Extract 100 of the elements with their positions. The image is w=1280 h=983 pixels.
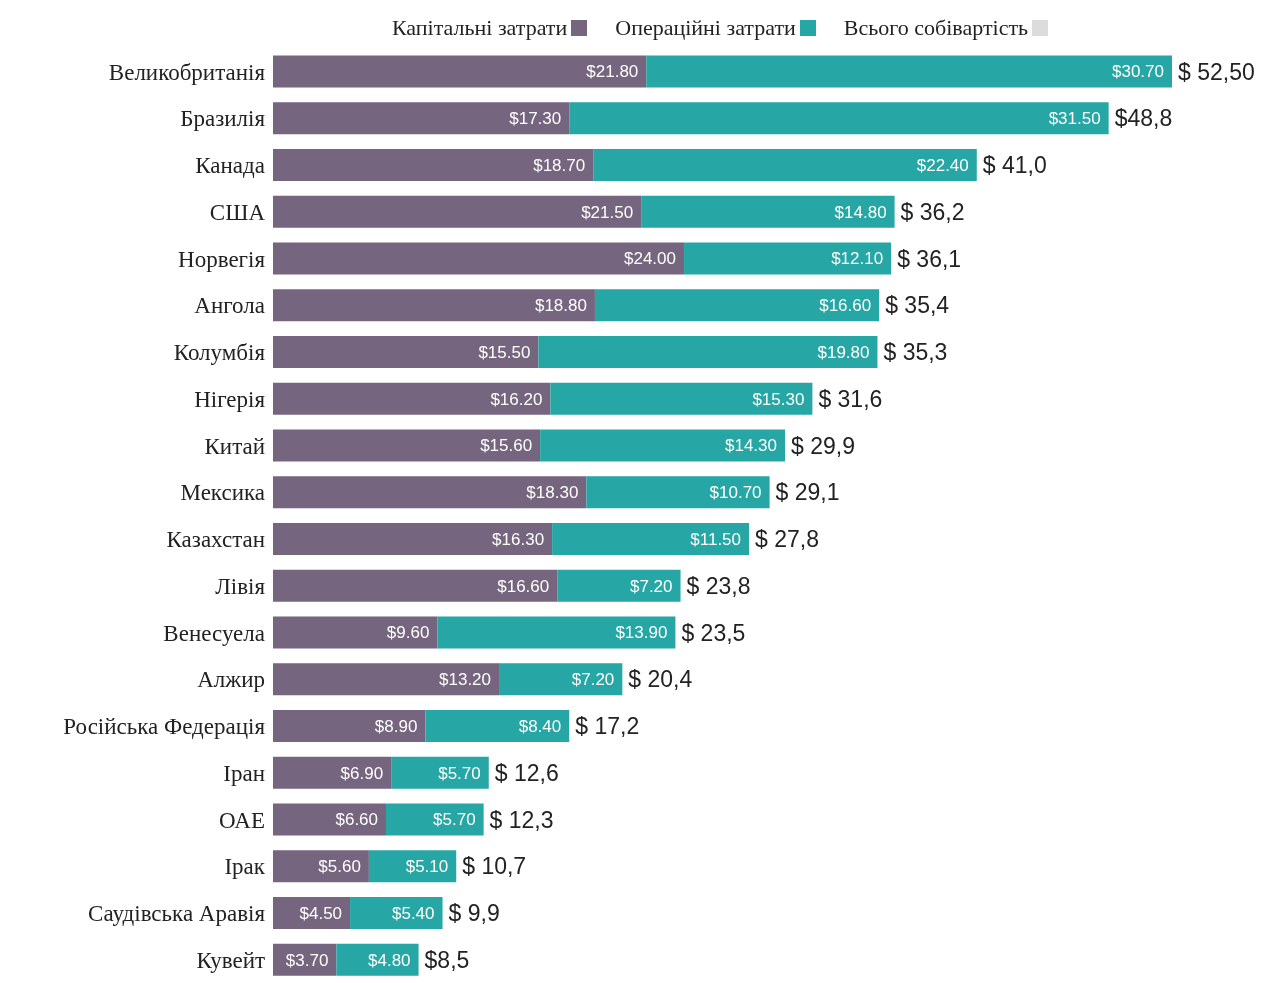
data-label: $5.70 [433, 810, 476, 830]
bar [557, 569, 681, 602]
data-label: $7.20 [571, 670, 615, 690]
bar [273, 195, 642, 228]
data-label: $30.70 [1112, 62, 1164, 82]
y-tick-label: ОАЕ [218, 807, 265, 833]
y-tick-label: Канада [195, 153, 265, 179]
data-label: $6.60 [335, 810, 379, 830]
data-label: $5.10 [405, 857, 449, 877]
data-label: $31.50 [1048, 109, 1101, 129]
total-label: $ 23,5 [681, 619, 746, 646]
total-label: $ 52,50 [1178, 58, 1255, 85]
y-tick-label: Великобританія [108, 59, 266, 85]
bar [425, 709, 570, 742]
data-label: $4.80 [368, 950, 411, 970]
y-tick-label: Лівія [215, 573, 266, 599]
y-tick-label: Норвегія [178, 246, 266, 272]
bar [569, 102, 1109, 135]
total-label: $ 20,4 [628, 666, 693, 693]
y-tick-label: Іран [223, 760, 265, 786]
bar [437, 616, 676, 649]
total-label: $ 9,9 [448, 900, 500, 927]
bar [273, 850, 369, 883]
y-tick-label: Мексика [180, 480, 265, 506]
data-label: $8.90 [374, 716, 418, 736]
bar [538, 335, 878, 368]
legend-label: Капітальні затрати [391, 15, 568, 41]
y-tick-label: Колумбія [173, 340, 266, 366]
total-label: $ 29,9 [791, 432, 855, 459]
data-label: $16.30 [492, 529, 545, 549]
data-label: $17.30 [509, 109, 562, 129]
bar [273, 569, 558, 602]
bar [273, 803, 387, 836]
data-label: $10.70 [709, 483, 762, 503]
bar [273, 663, 500, 696]
bar [499, 663, 623, 696]
bar [273, 289, 595, 322]
bar [386, 803, 484, 836]
bar [273, 756, 392, 789]
data-label: $3.70 [285, 950, 329, 970]
bar [273, 476, 587, 509]
y-tick-label: Російська Федерація [63, 714, 266, 740]
legend-label: Операційні затрати [615, 15, 796, 41]
total-label: $ 36,2 [900, 198, 965, 225]
bar [550, 382, 813, 415]
data-label: $15.50 [478, 342, 531, 362]
bar [273, 429, 541, 462]
data-label: $24.00 [623, 249, 676, 269]
data-label: $5.40 [391, 903, 435, 923]
data-label: $22.40 [916, 155, 969, 175]
data-label: $18.70 [533, 155, 586, 175]
data-label: $6.90 [340, 763, 384, 783]
bar [552, 522, 750, 555]
total-label: $ 27,8 [755, 526, 819, 553]
data-label: $19.80 [817, 342, 870, 362]
bar [273, 616, 438, 649]
total-label: $ 35,3 [883, 339, 948, 366]
bar [594, 289, 880, 322]
total-label: $8,5 [424, 946, 470, 973]
legend-label: Всього собівартість [843, 15, 1029, 41]
data-label: $13.90 [615, 623, 668, 643]
bar [273, 102, 570, 135]
data-label: $16.20 [490, 389, 543, 409]
data-label: $8.40 [518, 716, 562, 736]
y-tick-label: Китай [204, 433, 265, 459]
total-label: $ 23,8 [686, 572, 751, 599]
y-tick-label: Бразилія [180, 106, 266, 132]
y-tick-label: Ірак [224, 854, 266, 880]
data-label: $15.60 [480, 436, 533, 456]
bar [273, 522, 553, 555]
data-label: $5.70 [438, 763, 481, 783]
bar [683, 242, 892, 275]
bar [391, 756, 489, 789]
total-label: $ 36,1 [897, 245, 962, 272]
y-tick-label: Кувейт [196, 947, 265, 973]
data-label: $13.20 [439, 670, 492, 690]
y-tick-label: США [209, 199, 266, 225]
total-label: $ 12,3 [489, 806, 554, 833]
total-label: $ 29,1 [775, 479, 840, 506]
total-label: $ 35,4 [885, 292, 950, 319]
bar [350, 896, 443, 929]
total-label: $ 12,6 [494, 759, 559, 786]
data-label: $14.30 [725, 436, 777, 456]
data-label: $7.20 [630, 576, 673, 596]
data-label: $12.10 [831, 249, 884, 269]
data-label: $15.30 [752, 389, 805, 409]
bar [593, 148, 977, 181]
y-tick-label: Венесуела [163, 620, 265, 646]
y-tick-label: Ангола [194, 293, 265, 319]
bar [540, 429, 785, 462]
y-tick-label: Алжир [197, 667, 265, 693]
data-label: $21.50 [581, 202, 634, 222]
bar [368, 850, 457, 883]
total-label: $ 17,2 [575, 713, 640, 740]
bar [273, 242, 684, 275]
bar [273, 148, 594, 181]
total-label: $48,8 [1114, 105, 1173, 132]
bar [273, 709, 426, 742]
data-label: $18.80 [534, 296, 587, 316]
y-tick-label: Саудівська Аравія [88, 901, 266, 927]
